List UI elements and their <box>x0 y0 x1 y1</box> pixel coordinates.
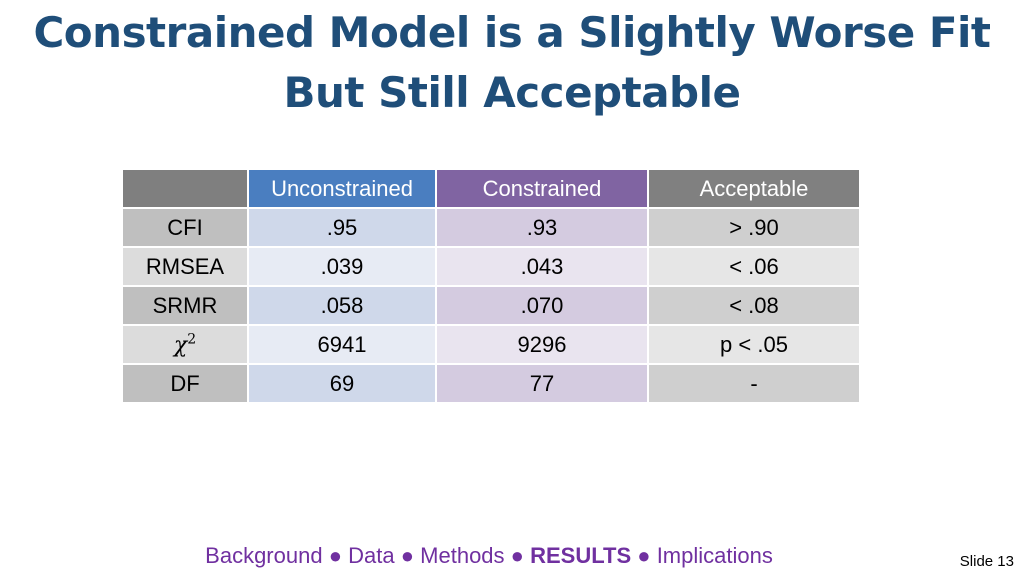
cell-constrained: .070 <box>435 285 649 326</box>
nav-item-implications[interactable]: Implications <box>656 543 773 568</box>
cell-acceptable: < .08 <box>647 285 861 326</box>
slide-title-line-1: Constrained Model is a Slightly Worse Fi… <box>33 8 991 57</box>
table-row: SRMR .058 .070 < .08 <box>121 285 861 326</box>
nav-item-methods[interactable]: Methods <box>420 543 505 568</box>
nav-item-results[interactable]: RESULTS <box>530 543 632 568</box>
nav-separator: ● <box>400 543 415 568</box>
header-acceptable: Acceptable <box>647 168 861 209</box>
header-constrained: Constrained <box>435 168 649 209</box>
row-label-chi-square: χ2 <box>121 324 249 365</box>
nav-separator: ● <box>637 543 651 568</box>
table-row: CFI .95 .93 > .90 <box>121 207 861 248</box>
cell-constrained: 77 <box>435 363 649 404</box>
cell-constrained: 9296 <box>435 324 649 365</box>
nav-separator: ● <box>328 543 342 568</box>
cell-acceptable: - <box>647 363 861 404</box>
table-row: RMSEA .039 .043 < .06 <box>121 246 861 287</box>
nav-item-data[interactable]: Data <box>348 543 395 568</box>
cell-unconstrained: 6941 <box>247 324 437 365</box>
fit-comparison-table: Unconstrained Constrained Acceptable CFI… <box>121 168 861 404</box>
header-unconstrained: Unconstrained <box>247 168 437 209</box>
cell-acceptable: < .06 <box>647 246 861 287</box>
row-label-cfi: CFI <box>121 207 249 248</box>
cell-acceptable: > .90 <box>647 207 861 248</box>
chi-symbol: χ2 <box>173 331 197 358</box>
slide-title-line-2: But Still Acceptable <box>283 68 741 117</box>
slide-number: Slide 13 <box>959 553 1014 570</box>
cell-acceptable: p < .05 <box>647 324 861 365</box>
cell-constrained: .043 <box>435 246 649 287</box>
header-corner-cell <box>121 168 249 209</box>
table-row: DF 69 77 - <box>121 363 861 404</box>
slide-title: Constrained Model is a Slightly Worse Fi… <box>0 0 1024 123</box>
cell-unconstrained: .95 <box>247 207 437 248</box>
table-header-row: Unconstrained Constrained Acceptable <box>121 168 861 209</box>
nav-separator: ● <box>510 543 524 568</box>
cell-unconstrained: .039 <box>247 246 437 287</box>
cell-unconstrained: 69 <box>247 363 437 404</box>
row-label-rmsea: RMSEA <box>121 246 249 287</box>
row-label-srmr: SRMR <box>121 285 249 326</box>
nav-item-background[interactable]: Background <box>205 543 323 568</box>
section-navigation: Background ● Data ● Methods ● RESULTS ● … <box>0 543 978 569</box>
row-label-df: DF <box>121 363 249 404</box>
cell-unconstrained: .058 <box>247 285 437 326</box>
table-row: χ2 6941 9296 p < .05 <box>121 324 861 365</box>
cell-constrained: .93 <box>435 207 649 248</box>
